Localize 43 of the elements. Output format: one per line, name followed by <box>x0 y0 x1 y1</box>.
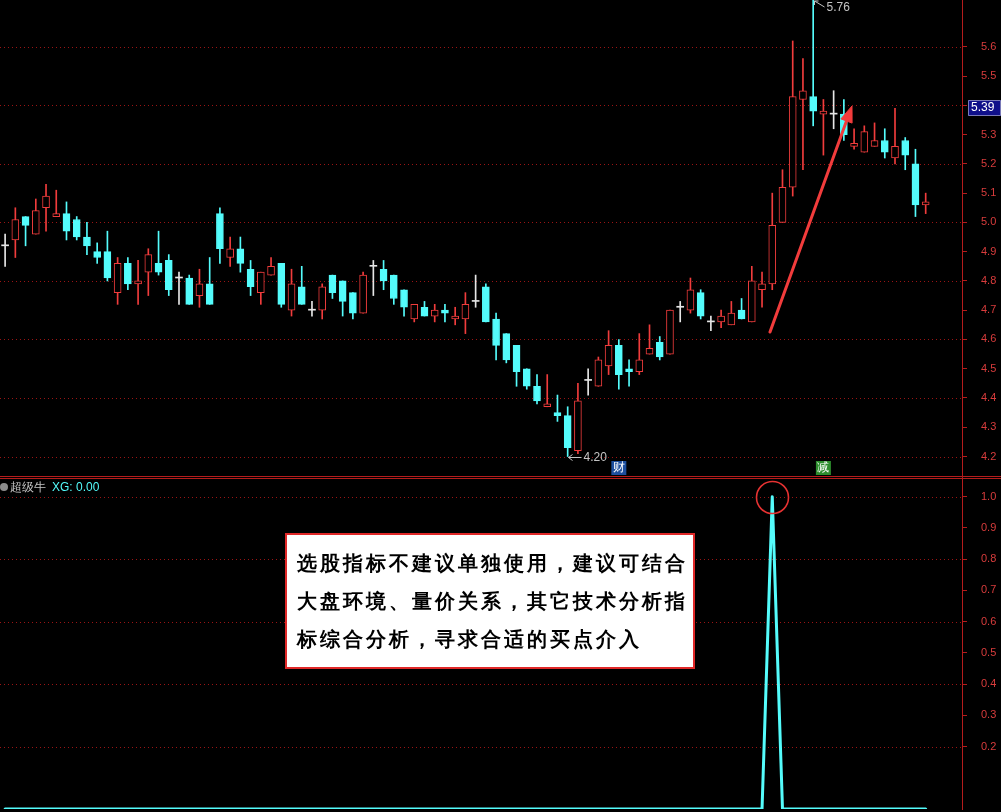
y-tick-label: 1.0 <box>981 489 997 502</box>
y-tick-label: 0.7 <box>981 583 997 596</box>
candlestick <box>308 301 316 317</box>
candlestick <box>625 359 633 387</box>
candlestick <box>891 107 899 165</box>
candlestick <box>584 368 592 396</box>
annotation: 选股指标不建议单独使用，建议可结合大盘环境、量价关系，其它技术分析指标综合分析，寻求合适的买点介入 <box>285 533 695 669</box>
y-tick-label: 0.3 <box>981 708 997 721</box>
y-tick-label: 5.6 <box>981 39 997 52</box>
y-tick-label: 5.5 <box>981 69 997 82</box>
y-tick-label: 5.3 <box>981 127 997 140</box>
y-tick-label: 0.5 <box>981 645 997 658</box>
candlestick <box>758 271 766 308</box>
candlestick <box>42 184 50 232</box>
y-tick-label: 4.3 <box>981 420 997 433</box>
text: 5.39 <box>971 100 995 115</box>
text: XG: 0.00 <box>52 480 100 494</box>
y-tick-label: 0.4 <box>981 677 997 690</box>
y-tick-label: 4.7 <box>981 303 997 316</box>
y-tick-label: 4.8 <box>981 273 997 286</box>
y-tick-label: 0.2 <box>981 739 997 752</box>
candlestick <box>809 0 817 127</box>
annotation: 4.20 <box>583 449 608 464</box>
y-tick-label: 4.2 <box>981 449 997 462</box>
y-tick-label: 5.2 <box>981 156 997 169</box>
candlestick <box>676 301 685 323</box>
y-tick-label: 4.6 <box>981 332 997 345</box>
y-tick-label: 4.4 <box>981 391 997 404</box>
text: 减 <box>817 460 830 475</box>
y-tick-label: 0.9 <box>981 520 997 533</box>
annotation: 5.76 <box>826 0 851 15</box>
candlestick <box>1 233 9 267</box>
y-tick-label: 4.9 <box>981 244 997 257</box>
y-tick-label: 5.0 <box>981 215 997 228</box>
y-tick-label: 4.5 <box>981 361 997 374</box>
chart-title: 超级牛 <box>10 480 46 494</box>
candlestick <box>799 58 807 171</box>
candlestick <box>850 128 858 150</box>
text: 财 <box>612 460 625 475</box>
y-tick-label: 0.8 <box>981 552 997 565</box>
y-tick-label: 0.6 <box>981 614 997 627</box>
candlestick <box>52 189 61 217</box>
y-tick-label: 5.1 <box>981 186 997 199</box>
